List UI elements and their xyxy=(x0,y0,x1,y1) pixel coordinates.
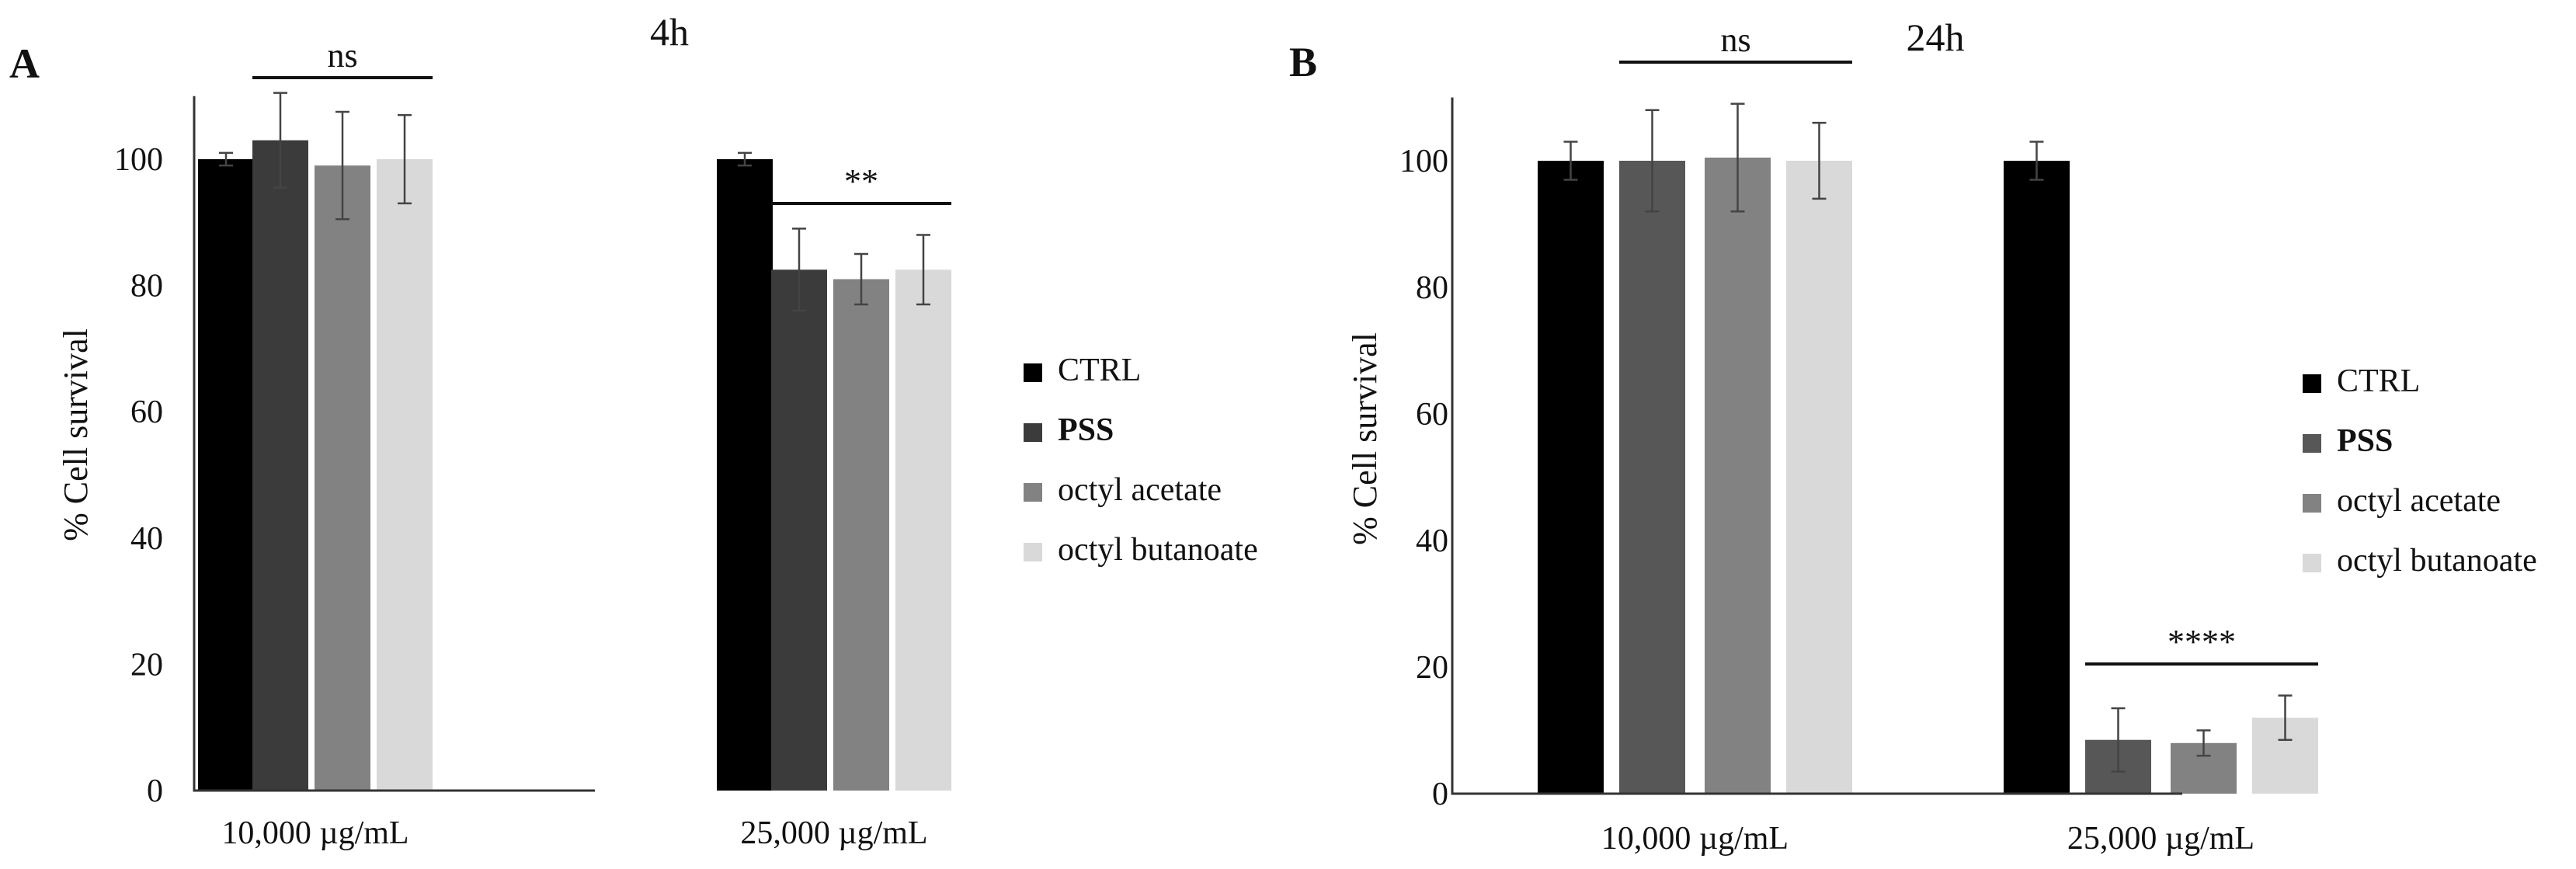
legend-label: CTRL xyxy=(2337,363,2420,399)
x-category-labels: 10,000 µg/mL 25,000 µg/mL xyxy=(221,815,927,851)
axes xyxy=(1451,97,2182,795)
legend-label: octyl butanoate xyxy=(2337,543,2537,579)
y-tick-label: 80 xyxy=(1416,270,1448,306)
significance-label: **** xyxy=(2168,623,2236,661)
panel-b: B 24h % Cell survival 0 20 40 60 80 100 … xyxy=(1289,16,2537,857)
x-category-labels: 10,000 µg/mL 25,000 µg/mL xyxy=(1601,821,2254,857)
y-tick-label: 100 xyxy=(1399,144,1448,179)
x-category-label: 10,000 µg/mL xyxy=(1601,821,1789,857)
bars xyxy=(1538,157,2318,794)
panel-letter: A xyxy=(9,40,40,87)
y-tick-label: 100 xyxy=(114,142,163,178)
legend-label: octyl acetate xyxy=(1058,472,1222,508)
error-bar xyxy=(792,228,806,312)
bar xyxy=(1538,161,1604,794)
legend-item: CTRL xyxy=(1024,353,1141,388)
error-bars xyxy=(1563,103,2293,773)
legend: CTRL PSS octyl acetate octyl butanoate xyxy=(2303,363,2537,579)
legend: CTRL PSS octyl acetate octyl butanoate xyxy=(1024,353,1258,568)
y-tick-labels: 0 20 40 60 80 100 xyxy=(1399,144,1448,812)
y-tick-label: 40 xyxy=(1416,523,1448,559)
y-tick-label: 20 xyxy=(1416,650,1448,686)
legend-swatch xyxy=(1024,363,1042,382)
legend-item: CTRL xyxy=(2303,363,2420,399)
legend-item: octyl butanoate xyxy=(1024,532,1258,568)
significance-label: ns xyxy=(327,36,357,75)
error-bar xyxy=(2196,729,2211,757)
y-tick-label: 0 xyxy=(1432,777,1448,812)
error-bar xyxy=(398,113,412,205)
legend-swatch xyxy=(2303,434,2321,453)
error-bar xyxy=(273,92,287,189)
legend-item: PSS xyxy=(2303,423,2393,459)
legend-label: octyl butanoate xyxy=(1058,532,1258,568)
error-bar xyxy=(1812,121,1827,200)
legend-label: PSS xyxy=(2337,423,2393,459)
error-bar xyxy=(2029,141,2044,181)
y-tick-label: 80 xyxy=(130,269,163,304)
chart-title: 24h xyxy=(1907,16,1965,59)
legend-swatch xyxy=(2303,374,2321,393)
error-bar xyxy=(854,252,868,306)
y-tick-label: 20 xyxy=(130,647,163,683)
error-bar xyxy=(2278,694,2293,741)
significance-annotations: ns **** xyxy=(1619,21,2318,666)
y-tick-label: 60 xyxy=(130,395,163,430)
x-category-label: 25,000 µg/mL xyxy=(740,815,927,851)
bar xyxy=(1705,157,1771,794)
panel-a: A 4h % Cell survival 0 20 40 60 80 100 1… xyxy=(9,10,1258,851)
legend-swatch xyxy=(1024,483,1042,502)
error-bar xyxy=(738,151,752,167)
bar xyxy=(833,279,889,791)
legend-label: PSS xyxy=(1058,412,1114,448)
y-tick-labels: 0 20 40 60 80 100 xyxy=(114,142,163,809)
bar xyxy=(771,269,827,791)
chart-title: 4h xyxy=(650,10,689,54)
bar xyxy=(315,165,370,791)
y-axis-label: % Cell survival xyxy=(1346,332,1384,545)
bar xyxy=(2004,161,2070,794)
error-bar xyxy=(1563,141,1578,181)
x-category-label: 25,000 µg/mL xyxy=(2067,821,2254,857)
x-category-label: 10,000 µg/mL xyxy=(221,815,408,851)
panel-letter: B xyxy=(1289,39,1317,85)
error-bar xyxy=(219,151,233,167)
y-axis-label: % Cell survival xyxy=(57,328,95,541)
error-bar xyxy=(335,110,349,221)
bar xyxy=(1619,161,1685,794)
y-tick-label: 60 xyxy=(1416,397,1448,433)
bar xyxy=(252,140,308,791)
significance-annotations: ns ** xyxy=(252,36,951,205)
y-tick-label: 0 xyxy=(147,773,163,809)
legend-swatch xyxy=(2303,554,2321,572)
legend-item: PSS xyxy=(1024,412,1114,448)
significance-label: ** xyxy=(844,162,878,200)
bar xyxy=(1786,161,1852,794)
legend-swatch xyxy=(1024,423,1042,442)
error-bar xyxy=(2111,707,2126,773)
legend-label: octyl acetate xyxy=(2337,483,2501,519)
significance-label: ns xyxy=(1720,21,1750,59)
legend-swatch xyxy=(2303,494,2321,513)
legend-item: octyl acetate xyxy=(2303,483,2501,519)
legend-label: CTRL xyxy=(1058,353,1141,388)
bar xyxy=(717,159,773,791)
bar xyxy=(377,159,433,791)
legend-item: octyl acetate xyxy=(1024,472,1222,508)
bar xyxy=(895,269,951,791)
error-bars xyxy=(219,92,930,312)
axes xyxy=(193,96,595,792)
error-bar xyxy=(1730,103,1745,213)
legend-item: octyl butanoate xyxy=(2303,543,2537,579)
error-bar xyxy=(1645,109,1660,213)
bars xyxy=(198,140,951,791)
y-tick-label: 40 xyxy=(130,521,163,557)
legend-swatch xyxy=(1024,543,1042,561)
error-bar xyxy=(916,234,930,306)
bar xyxy=(198,159,254,791)
